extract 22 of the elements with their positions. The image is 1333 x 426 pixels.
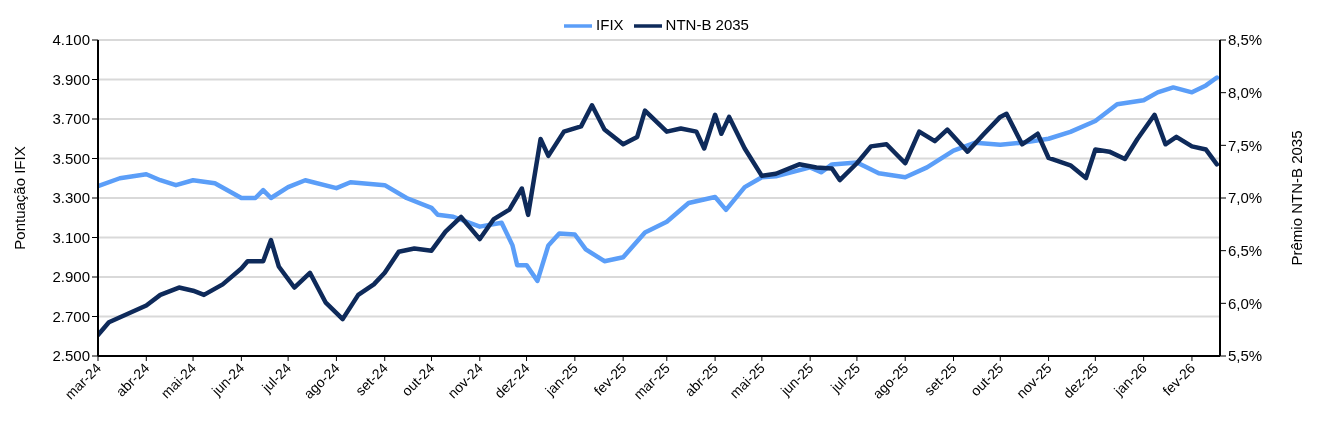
y2-tick-label: 7,5% xyxy=(1228,136,1263,154)
y2-tick-label: 8,0% xyxy=(1228,83,1263,101)
y-tick-label: 3.900 xyxy=(52,70,90,88)
y-tick-label: 4.100 xyxy=(52,31,90,49)
y-tick-label: 3.500 xyxy=(52,149,90,167)
y2-tick-label: 7,0% xyxy=(1228,189,1263,207)
y-tick-label: 3.300 xyxy=(52,189,90,207)
y2-tick-label: 6,0% xyxy=(1228,294,1263,312)
y-tick-label: 2.700 xyxy=(52,307,90,325)
y2-tick-label: 5,5% xyxy=(1228,347,1263,365)
y-tick-label: 3.100 xyxy=(52,228,90,246)
y-tick-label: 3.700 xyxy=(52,110,90,128)
y2-axis-title: Prêmio NTN-B 2035 xyxy=(1288,130,1306,266)
y2-tick-label: 8,5% xyxy=(1228,31,1263,49)
y-axis-title: Pontuação IFIX xyxy=(11,146,29,250)
line-series xyxy=(98,103,1220,338)
legend-label: NTN-B 2035 xyxy=(665,15,749,33)
y2-tick-label: 6,5% xyxy=(1228,241,1263,259)
y-tick-label: 2.500 xyxy=(52,347,90,365)
line-series xyxy=(98,75,1220,284)
legend-label: IFIX xyxy=(596,15,624,33)
y-tick-label: 2.900 xyxy=(52,268,90,286)
